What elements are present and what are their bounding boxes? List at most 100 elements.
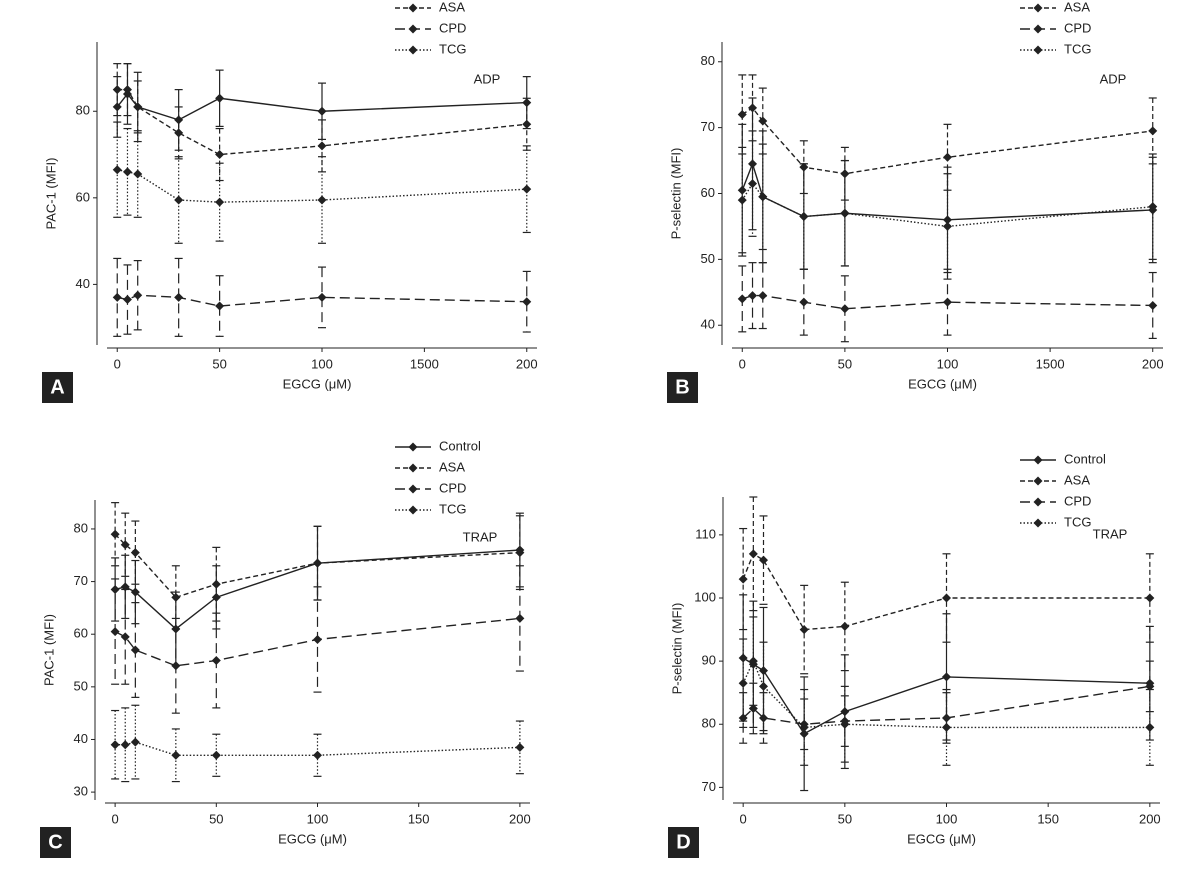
y-tick-label: 110 xyxy=(695,526,716,541)
panel-letter-box xyxy=(42,372,73,403)
panel-letter: A xyxy=(50,376,64,398)
annotation: TRAP xyxy=(1093,526,1128,541)
point xyxy=(120,540,130,550)
x-tick-label: 200 xyxy=(516,356,538,371)
point xyxy=(215,150,225,160)
point xyxy=(738,574,748,584)
panel-letter-box xyxy=(668,827,699,858)
point xyxy=(211,750,221,760)
y-tick-label: 50 xyxy=(701,251,715,266)
point xyxy=(943,297,952,307)
point xyxy=(120,632,130,642)
error-bar xyxy=(942,688,951,766)
point xyxy=(133,102,143,112)
x-tick-label: 0 xyxy=(739,356,746,371)
point xyxy=(215,197,225,207)
annotation: ADP xyxy=(474,71,501,86)
legend-marker xyxy=(1033,497,1043,507)
x-axis-label: EGCG (μM) xyxy=(278,831,347,846)
x-tick-label: 1500 xyxy=(410,356,439,371)
point xyxy=(313,634,322,644)
point xyxy=(943,152,952,162)
y-tick-label: 30 xyxy=(74,784,88,799)
point xyxy=(133,169,143,179)
legend-label: CPD xyxy=(1064,493,1091,508)
point xyxy=(840,208,850,218)
point xyxy=(738,678,748,688)
point xyxy=(942,672,951,682)
point xyxy=(112,85,122,95)
point xyxy=(317,141,327,151)
y-tick-label: 80 xyxy=(702,716,716,731)
point xyxy=(799,297,809,307)
x-axis-label: EGCG (μM) xyxy=(908,376,977,391)
x-tick-label: 50 xyxy=(209,811,223,826)
point xyxy=(515,613,525,623)
legend-label: TCG xyxy=(1064,41,1091,56)
point xyxy=(522,184,532,194)
point xyxy=(515,742,525,752)
point xyxy=(748,291,758,301)
point xyxy=(130,737,140,747)
point xyxy=(799,212,809,222)
point xyxy=(737,195,747,205)
legend-marker xyxy=(408,505,418,515)
legend-label: CPD xyxy=(439,480,466,495)
y-axis-label: PAC-1 (MFI) xyxy=(41,614,56,686)
point xyxy=(840,719,850,729)
error-bar xyxy=(800,688,809,766)
point xyxy=(942,722,951,732)
legend-label: ASA xyxy=(1064,472,1090,487)
x-tick-label: 50 xyxy=(838,356,852,371)
error-bar xyxy=(121,707,130,783)
legend-label: CPD xyxy=(1064,20,1091,35)
point xyxy=(738,713,748,723)
legend-marker xyxy=(408,442,418,452)
point xyxy=(522,119,532,129)
legend-label: CPD xyxy=(439,20,466,35)
panel-letter: B xyxy=(675,376,689,398)
annotation: TRAP xyxy=(463,529,498,544)
y-axis-label: PAC-1 (MFI) xyxy=(43,158,58,230)
legend-marker xyxy=(1033,45,1043,55)
point xyxy=(122,85,132,95)
point xyxy=(1148,202,1158,212)
point xyxy=(1145,681,1155,691)
point xyxy=(748,103,758,113)
point xyxy=(171,661,181,671)
point xyxy=(112,165,122,175)
x-tick-label: 100 xyxy=(937,356,959,371)
y-tick-label: 70 xyxy=(701,119,715,134)
point xyxy=(522,297,532,307)
error-bar xyxy=(840,685,849,763)
legend-marker xyxy=(408,463,418,473)
point xyxy=(748,549,758,559)
error-bar xyxy=(111,502,120,567)
error-bar xyxy=(131,520,140,585)
y-tick-label: 80 xyxy=(74,520,88,535)
x-tick-label: 200 xyxy=(1139,811,1161,826)
legend-marker xyxy=(408,45,418,55)
point xyxy=(110,584,120,594)
y-tick-label: 100 xyxy=(694,589,716,604)
y-tick-label: 60 xyxy=(74,626,88,641)
legend-marker xyxy=(408,484,418,494)
point xyxy=(1145,722,1155,732)
legend-marker xyxy=(1033,518,1043,528)
annotation: ADP xyxy=(1100,71,1127,86)
point xyxy=(317,195,327,205)
x-tick-label: 200 xyxy=(1142,356,1164,371)
point xyxy=(759,555,768,565)
x-tick-label: 150 xyxy=(1037,811,1059,826)
panel: 30 40 50 60 70 80 0 50 100 150 200 EGCG (μM) PAC-1 (… xyxy=(40,438,531,858)
point xyxy=(215,301,225,311)
x-axis-label: EGCG (μM) xyxy=(907,831,976,846)
panel: 40 50 60 70 80 0 50 100 1500 200 EGCG (μM) P-select… xyxy=(667,0,1164,403)
point xyxy=(737,294,747,304)
y-tick-label: 50 xyxy=(74,678,88,693)
point xyxy=(122,295,132,305)
panel-letter: D xyxy=(676,831,690,853)
point xyxy=(174,128,184,138)
x-tick-label: 150 xyxy=(408,811,430,826)
point xyxy=(174,195,184,205)
